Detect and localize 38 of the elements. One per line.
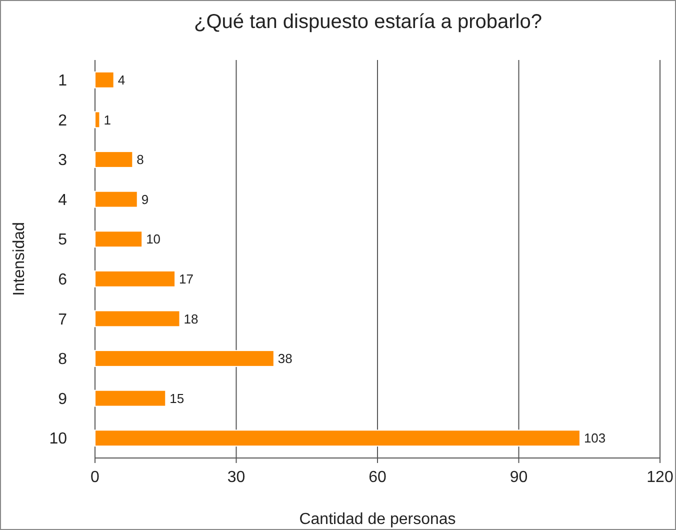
data-label: 8 xyxy=(136,152,144,168)
y-tick-label: 7 xyxy=(58,311,68,328)
chart-title: ¿Qué tan dispuesto estaría a probarlo? xyxy=(194,11,542,33)
data-label: 18 xyxy=(184,311,198,326)
data-label: 38 xyxy=(278,351,292,366)
bar xyxy=(94,190,138,208)
data-label: 15 xyxy=(170,390,184,406)
x-tick-label: 90 xyxy=(510,469,528,486)
bar xyxy=(94,350,274,367)
y-tick-label: 4 xyxy=(58,192,68,209)
bar xyxy=(94,270,176,288)
bar xyxy=(94,430,580,447)
y-tick-label: 1 xyxy=(58,72,68,90)
y-tick-label: 10 xyxy=(49,430,68,448)
data-label: 4 xyxy=(118,72,126,88)
bar xyxy=(94,111,100,128)
x-tick-label: 120 xyxy=(646,469,674,486)
bar xyxy=(94,151,134,168)
y-tick-label: 2 xyxy=(58,112,68,130)
bar xyxy=(94,390,166,407)
data-label: 10 xyxy=(146,232,161,247)
y-tick-label: 9 xyxy=(58,390,68,408)
data-label: 17 xyxy=(179,271,194,286)
bar xyxy=(94,230,143,248)
data-label: 1 xyxy=(104,112,111,128)
x-tick-label: 30 xyxy=(227,469,246,486)
y-tick-label: 6 xyxy=(58,272,68,288)
data-label: 103 xyxy=(584,430,606,446)
y-axis-title: Intensidad xyxy=(11,222,28,296)
y-tick-label: 5 xyxy=(58,232,68,249)
y-tick-label: 8 xyxy=(58,351,68,368)
x-tick-label: 0 xyxy=(90,469,100,486)
bar xyxy=(94,71,114,88)
x-axis-title: Cantidad de personas xyxy=(299,511,456,528)
y-tick-label: 3 xyxy=(58,152,68,170)
x-tick-label: 60 xyxy=(368,469,386,486)
bar xyxy=(94,310,180,328)
data-label: 9 xyxy=(141,192,149,207)
